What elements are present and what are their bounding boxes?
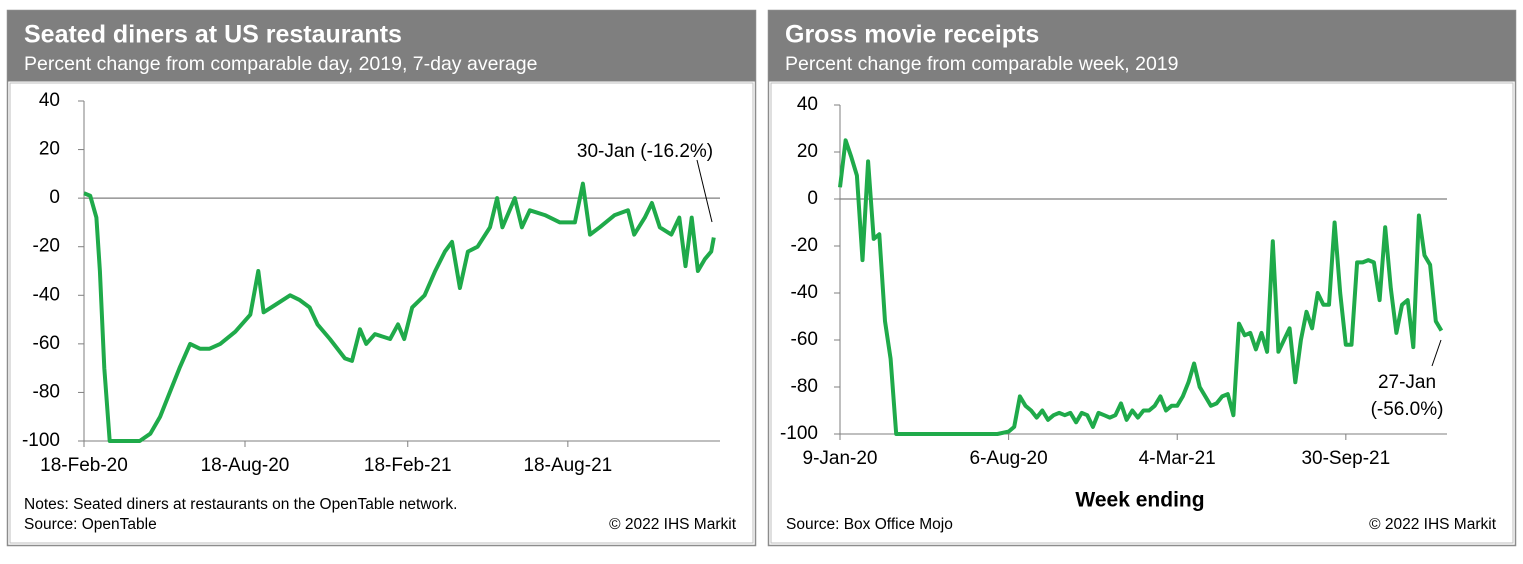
y-tick-label: -40 bbox=[33, 284, 60, 305]
y-tick-label: -60 bbox=[791, 329, 818, 350]
x-tick-label: 18-Feb-21 bbox=[364, 455, 452, 476]
panel-header bbox=[7, 10, 756, 82]
y-tick-label: 20 bbox=[39, 139, 60, 160]
footnote: Source: Box Office Mojo bbox=[786, 516, 953, 533]
annotation: 30-Jan (-16.2%) bbox=[577, 141, 713, 162]
x-tick-label: 18-Feb-20 bbox=[40, 455, 128, 476]
y-tick-label: -20 bbox=[791, 235, 818, 256]
y-tick-label: -60 bbox=[33, 333, 60, 354]
y-tick-label: 20 bbox=[797, 141, 818, 162]
footnote: Source: OpenTable bbox=[24, 516, 157, 533]
chart-subtitle: Percent change from comparable day, 2019… bbox=[24, 53, 537, 75]
x-tick-label: 9-Jan-20 bbox=[803, 448, 878, 469]
y-tick-label: 40 bbox=[797, 94, 818, 115]
chart-title: Gross movie receipts bbox=[785, 21, 1039, 49]
chart-title: Seated diners at US restaurants bbox=[24, 21, 402, 49]
y-tick-label: 40 bbox=[39, 90, 60, 111]
y-tick-label: -100 bbox=[780, 423, 818, 444]
panel-header bbox=[768, 10, 1516, 82]
x-tick-label: 18-Aug-21 bbox=[523, 455, 612, 476]
y-tick-label: -80 bbox=[791, 376, 818, 397]
x-tick-label: 6-Aug-20 bbox=[970, 448, 1048, 469]
data-line bbox=[83, 181, 716, 443]
data-line bbox=[838, 138, 1444, 436]
y-tick-label: -100 bbox=[22, 430, 60, 451]
copyright: © 2022 IHS Markit bbox=[1369, 516, 1497, 533]
annotation: 27-Jan bbox=[1378, 372, 1436, 393]
x-axis-label: Week ending bbox=[1075, 489, 1204, 512]
x-tick-label: 30-Sep-21 bbox=[1301, 448, 1390, 469]
y-tick-label: -40 bbox=[791, 282, 818, 303]
x-tick-label: 18-Aug-20 bbox=[201, 455, 290, 476]
annotation-leader bbox=[1431, 339, 1442, 367]
annotation: (-56.0%) bbox=[1371, 399, 1444, 420]
y-tick-label: -80 bbox=[33, 381, 60, 402]
y-tick-label: 0 bbox=[49, 187, 60, 208]
y-tick-label: 0 bbox=[807, 188, 818, 209]
copyright: © 2022 IHS Markit bbox=[609, 516, 737, 533]
plot-frame bbox=[9, 82, 754, 544]
x-tick-label: 4-Mar-21 bbox=[1139, 448, 1216, 469]
annotation-leader bbox=[696, 159, 713, 223]
panel bbox=[6, 9, 757, 547]
footnote: Notes: Seated diners at restaurants on t… bbox=[24, 496, 457, 513]
plot-frame bbox=[770, 82, 1514, 544]
chart-subtitle: Percent change from comparable week, 201… bbox=[785, 53, 1178, 75]
y-tick-label: -20 bbox=[33, 236, 60, 257]
